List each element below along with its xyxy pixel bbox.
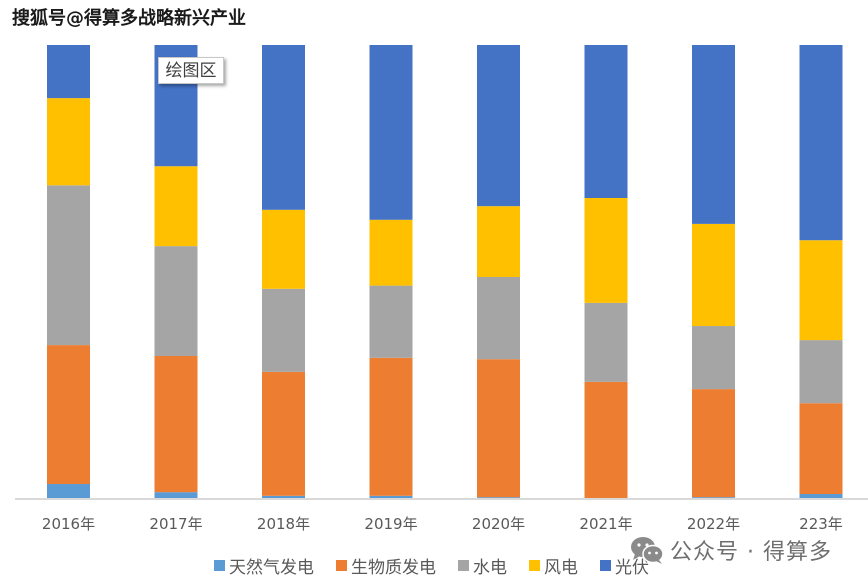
bar-segment-天然气发电-223年: [799, 494, 843, 499]
bar-segment-生物质发电-2017年: [154, 355, 198, 493]
watermark-top-text: 搜狐号@得算多战略新兴产业: [12, 8, 246, 29]
legend-swatch: [458, 559, 469, 571]
bar-segment-水电-2019年: [369, 285, 413, 358]
legend-item: 光伏: [600, 553, 649, 578]
wechat-icon: [631, 537, 664, 564]
legend: 天然气发电 生物质发电 水电 风电 光伏: [214, 553, 671, 578]
bar-segment-光伏-2021年: [584, 45, 628, 198]
bar-segment-风电-2021年: [584, 198, 628, 303]
bar-segment-天然气发电-2018年: [262, 495, 305, 499]
bar-segment-风电-2020年: [477, 206, 520, 277]
bar-segment-生物质发电-223年: [799, 403, 843, 495]
bar-segment-水电-2021年: [584, 302, 628, 382]
legend-swatch: [336, 559, 347, 571]
x-tick-labels: 2016年 2017年 2018年 2019年 2020年 2021年 2022年 223年: [42, 515, 843, 533]
x-tick-label: 223年: [799, 515, 843, 533]
bar-segment-天然气发电-2016年: [47, 484, 90, 499]
legend-swatch: [600, 559, 611, 571]
x-tick-label: 2016年: [42, 515, 95, 533]
bar-segment-生物质发电-2020年: [477, 359, 520, 498]
legend-label: 光伏: [615, 557, 649, 578]
bar-segment-风电-2018年: [262, 209, 305, 289]
bar-segment-生物质发电-2016年: [47, 345, 90, 485]
legend-item: 水电: [458, 553, 507, 578]
bar-segment-天然气发电-2019年: [369, 495, 413, 499]
watermark-bottom-text: 公众号 · 得算多: [670, 540, 832, 565]
x-tick-label: 2020年: [472, 515, 525, 533]
legend-label: 风电: [544, 557, 578, 578]
bar-segment-光伏-2022年: [692, 45, 735, 224]
bar-segment-水电-2016年: [47, 185, 90, 346]
x-tick-label: 2018年: [257, 515, 310, 533]
bar-segment-生物质发电-2018年: [262, 371, 305, 496]
legend-item: 风电: [529, 553, 578, 578]
bar-segment-风电-223年: [799, 240, 843, 341]
bar-segment-光伏-2019年: [369, 45, 413, 220]
bar-segment-水电-223年: [799, 340, 843, 404]
plot-area-tooltip: 绘图区: [158, 57, 224, 84]
bar-segment-水电-2020年: [477, 276, 520, 360]
x-tick-label: 2017年: [149, 515, 202, 533]
bar-segment-水电-2022年: [692, 326, 735, 390]
bar-segment-风电-2019年: [369, 219, 413, 286]
legend-swatch: [214, 559, 225, 571]
bar-segment-光伏-2016年: [47, 45, 90, 99]
legend-item: 生物质发电: [336, 553, 436, 578]
bar-segment-生物质发电-2022年: [692, 389, 735, 498]
bar-segment-风电-2016年: [47, 98, 90, 186]
bar-segment-光伏-223年: [799, 45, 843, 241]
x-tick-label: 2022年: [687, 515, 740, 533]
legend-swatch: [529, 559, 540, 571]
wechat-watermark: 公众号 · 得算多: [628, 535, 832, 565]
bar-segment-光伏-2020年: [477, 45, 520, 207]
bars-group: [47, 45, 843, 499]
x-tick-label: 2021年: [579, 515, 632, 533]
legend-item: 天然气发电: [214, 553, 314, 578]
bar-segment-水电-2017年: [154, 246, 198, 356]
bar-segment-光伏-2018年: [262, 45, 305, 210]
legend-label: 生物质发电: [351, 557, 436, 578]
legend-label: 水电: [473, 557, 507, 578]
bar-segment-水电-2018年: [262, 288, 305, 372]
bar-segment-生物质发电-2021年: [584, 381, 628, 499]
bar-segment-天然气发电-2017年: [154, 492, 198, 499]
bar-segment-风电-2022年: [692, 223, 735, 327]
bar-segment-风电-2017年: [154, 166, 198, 247]
bar-segment-生物质发电-2019年: [369, 357, 413, 496]
legend-label: 天然气发电: [229, 557, 314, 578]
x-tick-label: 2019年: [364, 515, 417, 533]
